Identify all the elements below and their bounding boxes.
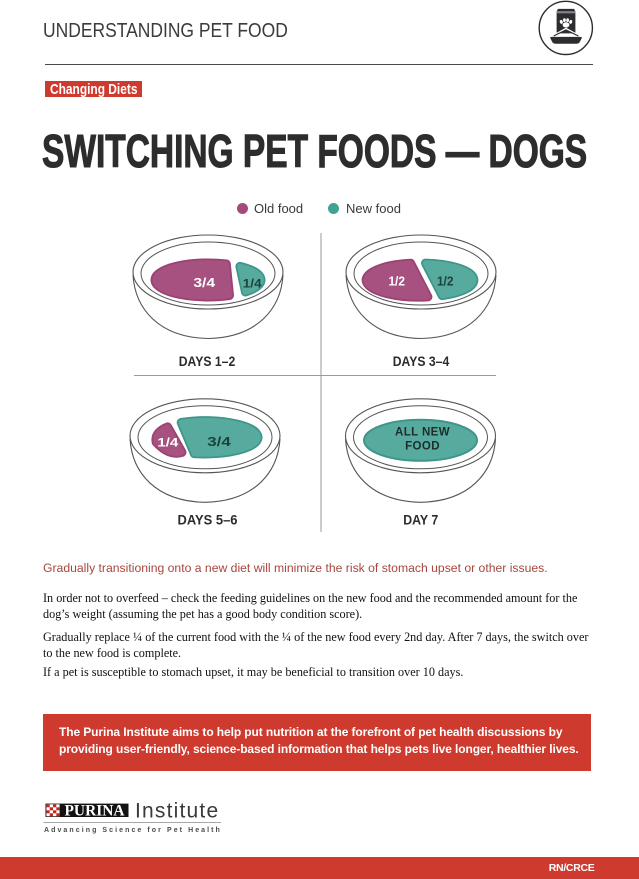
- svg-text:1/2: 1/2: [437, 274, 454, 289]
- svg-text:Institute: Institute: [135, 799, 219, 822]
- svg-text:DAY 7: DAY 7: [403, 513, 438, 528]
- svg-text:3/4: 3/4: [207, 434, 231, 449]
- svg-text:DAYS 1–2: DAYS 1–2: [179, 354, 236, 369]
- svg-text:ALL NEW: ALL NEW: [395, 426, 450, 438]
- svg-text:1/4: 1/4: [243, 278, 262, 290]
- svg-text:DAYS 3–4: DAYS 3–4: [393, 354, 450, 369]
- svg-text:1/2: 1/2: [388, 274, 405, 289]
- svg-text:PURINA: PURINA: [65, 803, 125, 820]
- svg-text:Advancing Science for Pet Heal: Advancing Science for Pet Health: [44, 827, 222, 834]
- svg-text:1/4: 1/4: [157, 438, 179, 450]
- svg-text:3/4: 3/4: [193, 275, 216, 290]
- svg-text:FOOD: FOOD: [405, 440, 440, 452]
- svg-text:DAYS 5–6: DAYS 5–6: [178, 513, 238, 528]
